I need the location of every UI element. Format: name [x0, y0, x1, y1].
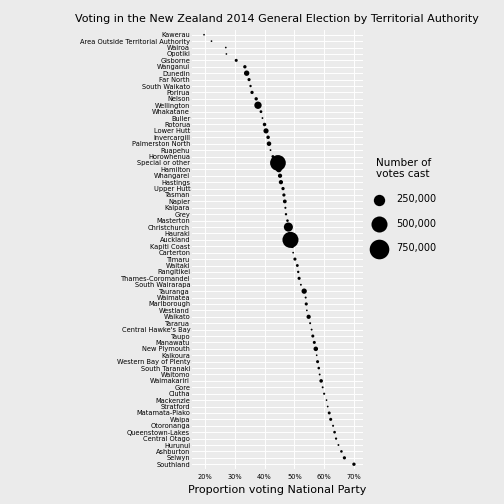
Point: [303, 306, 311, 314]
Point: [340, 454, 348, 462]
Point: [277, 178, 285, 186]
Point: [280, 191, 288, 199]
Point: [306, 319, 314, 327]
Point: [332, 434, 340, 443]
Point: [267, 146, 275, 154]
Point: [329, 422, 337, 430]
Point: [310, 338, 319, 346]
Point: [301, 293, 309, 301]
Point: [246, 82, 255, 90]
Point: [319, 383, 327, 391]
Point: [312, 351, 321, 359]
Point: [252, 95, 260, 103]
Point: [276, 172, 284, 180]
Point: [316, 370, 324, 379]
Point: [274, 159, 282, 167]
Point: [264, 133, 272, 141]
Point: [323, 396, 331, 404]
Point: [261, 120, 269, 129]
Point: [262, 127, 270, 135]
Point: [293, 262, 301, 270]
Point: [242, 69, 250, 77]
Point: [286, 236, 294, 244]
Point: [291, 255, 299, 263]
Point: [254, 101, 262, 109]
Point: [275, 165, 283, 173]
Point: [248, 88, 256, 96]
Point: [282, 210, 290, 218]
Point: [314, 364, 323, 372]
Point: [325, 409, 333, 417]
Point: [285, 229, 293, 237]
Point: [302, 300, 310, 308]
Point: [304, 313, 312, 321]
Point: [281, 204, 289, 212]
Point: [279, 184, 287, 193]
Point: [307, 326, 316, 334]
Point: [200, 31, 208, 39]
Point: [335, 441, 343, 449]
Point: [295, 274, 303, 282]
Point: [331, 428, 339, 436]
Point: [327, 415, 335, 423]
Point: [350, 460, 358, 468]
X-axis label: Proportion voting National Party: Proportion voting National Party: [188, 485, 366, 495]
Point: [241, 63, 249, 71]
Point: [284, 223, 292, 231]
Point: [232, 56, 240, 65]
Point: [317, 377, 325, 385]
Point: [300, 287, 308, 295]
Point: [297, 281, 305, 289]
Title: Voting in the New Zealand 2014 General Election by Territorial Authority: Voting in the New Zealand 2014 General E…: [75, 14, 479, 24]
Point: [269, 153, 277, 161]
Point: [309, 332, 317, 340]
Point: [208, 37, 216, 45]
Point: [324, 403, 332, 411]
Point: [222, 43, 230, 51]
Point: [313, 358, 322, 366]
Point: [288, 242, 296, 250]
Point: [289, 248, 297, 257]
Legend: 250,000, 500,000, 750,000: 250,000, 500,000, 750,000: [369, 158, 437, 253]
Point: [283, 217, 291, 225]
Point: [281, 198, 289, 206]
Point: [320, 390, 328, 398]
Point: [257, 108, 265, 116]
Point: [294, 268, 302, 276]
Point: [337, 448, 345, 456]
Point: [222, 50, 230, 58]
Point: [265, 140, 273, 148]
Point: [259, 114, 267, 122]
Point: [312, 345, 320, 353]
Point: [245, 76, 253, 84]
